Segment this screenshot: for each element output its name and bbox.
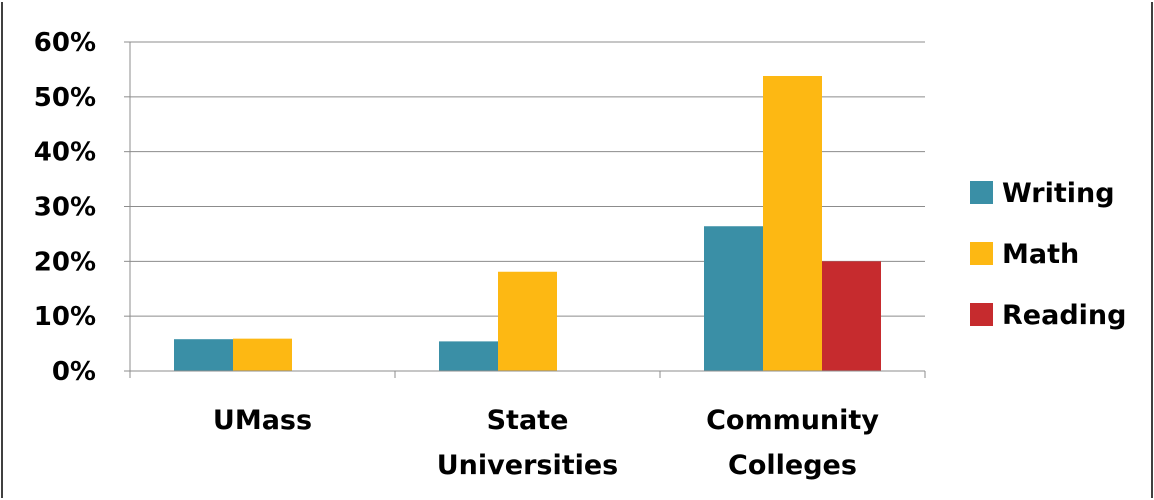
category-label: State Universities [437, 405, 619, 481]
legend: Writing Math Reading [970, 178, 1126, 331]
bar-math [498, 271, 557, 371]
y-tick-label: 60% [34, 28, 96, 58]
y-tick-label: 50% [34, 83, 96, 113]
category-label: UMass [213, 405, 312, 436]
y-tick-label: 40% [34, 138, 96, 168]
bar-math [233, 338, 292, 371]
bar-math [763, 75, 822, 371]
legend-swatch-writing [970, 181, 993, 204]
axes [124, 41, 926, 378]
y-tick-label: 30% [34, 193, 96, 223]
category-labels: UMass State Universities Community Colleges [213, 405, 879, 481]
y-tick-label: 0% [52, 357, 96, 387]
legend-label-math: Math [1002, 239, 1079, 270]
y-tick-label: 20% [34, 247, 96, 277]
bar-reading [822, 261, 881, 371]
category-label: Community Colleges [706, 405, 879, 481]
legend-swatch-reading [970, 303, 993, 326]
bars [174, 75, 881, 371]
bar-writing [174, 339, 233, 371]
y-tick-labels: 0% 10% 20% 30% 40% 50% 60% [34, 28, 96, 387]
y-tick-label: 10% [34, 302, 96, 332]
bar-writing [704, 226, 763, 371]
legend-label-writing: Writing [1002, 178, 1115, 209]
bar-writing [439, 341, 498, 371]
legend-swatch-math [970, 242, 993, 265]
legend-label-reading: Reading [1002, 300, 1126, 331]
